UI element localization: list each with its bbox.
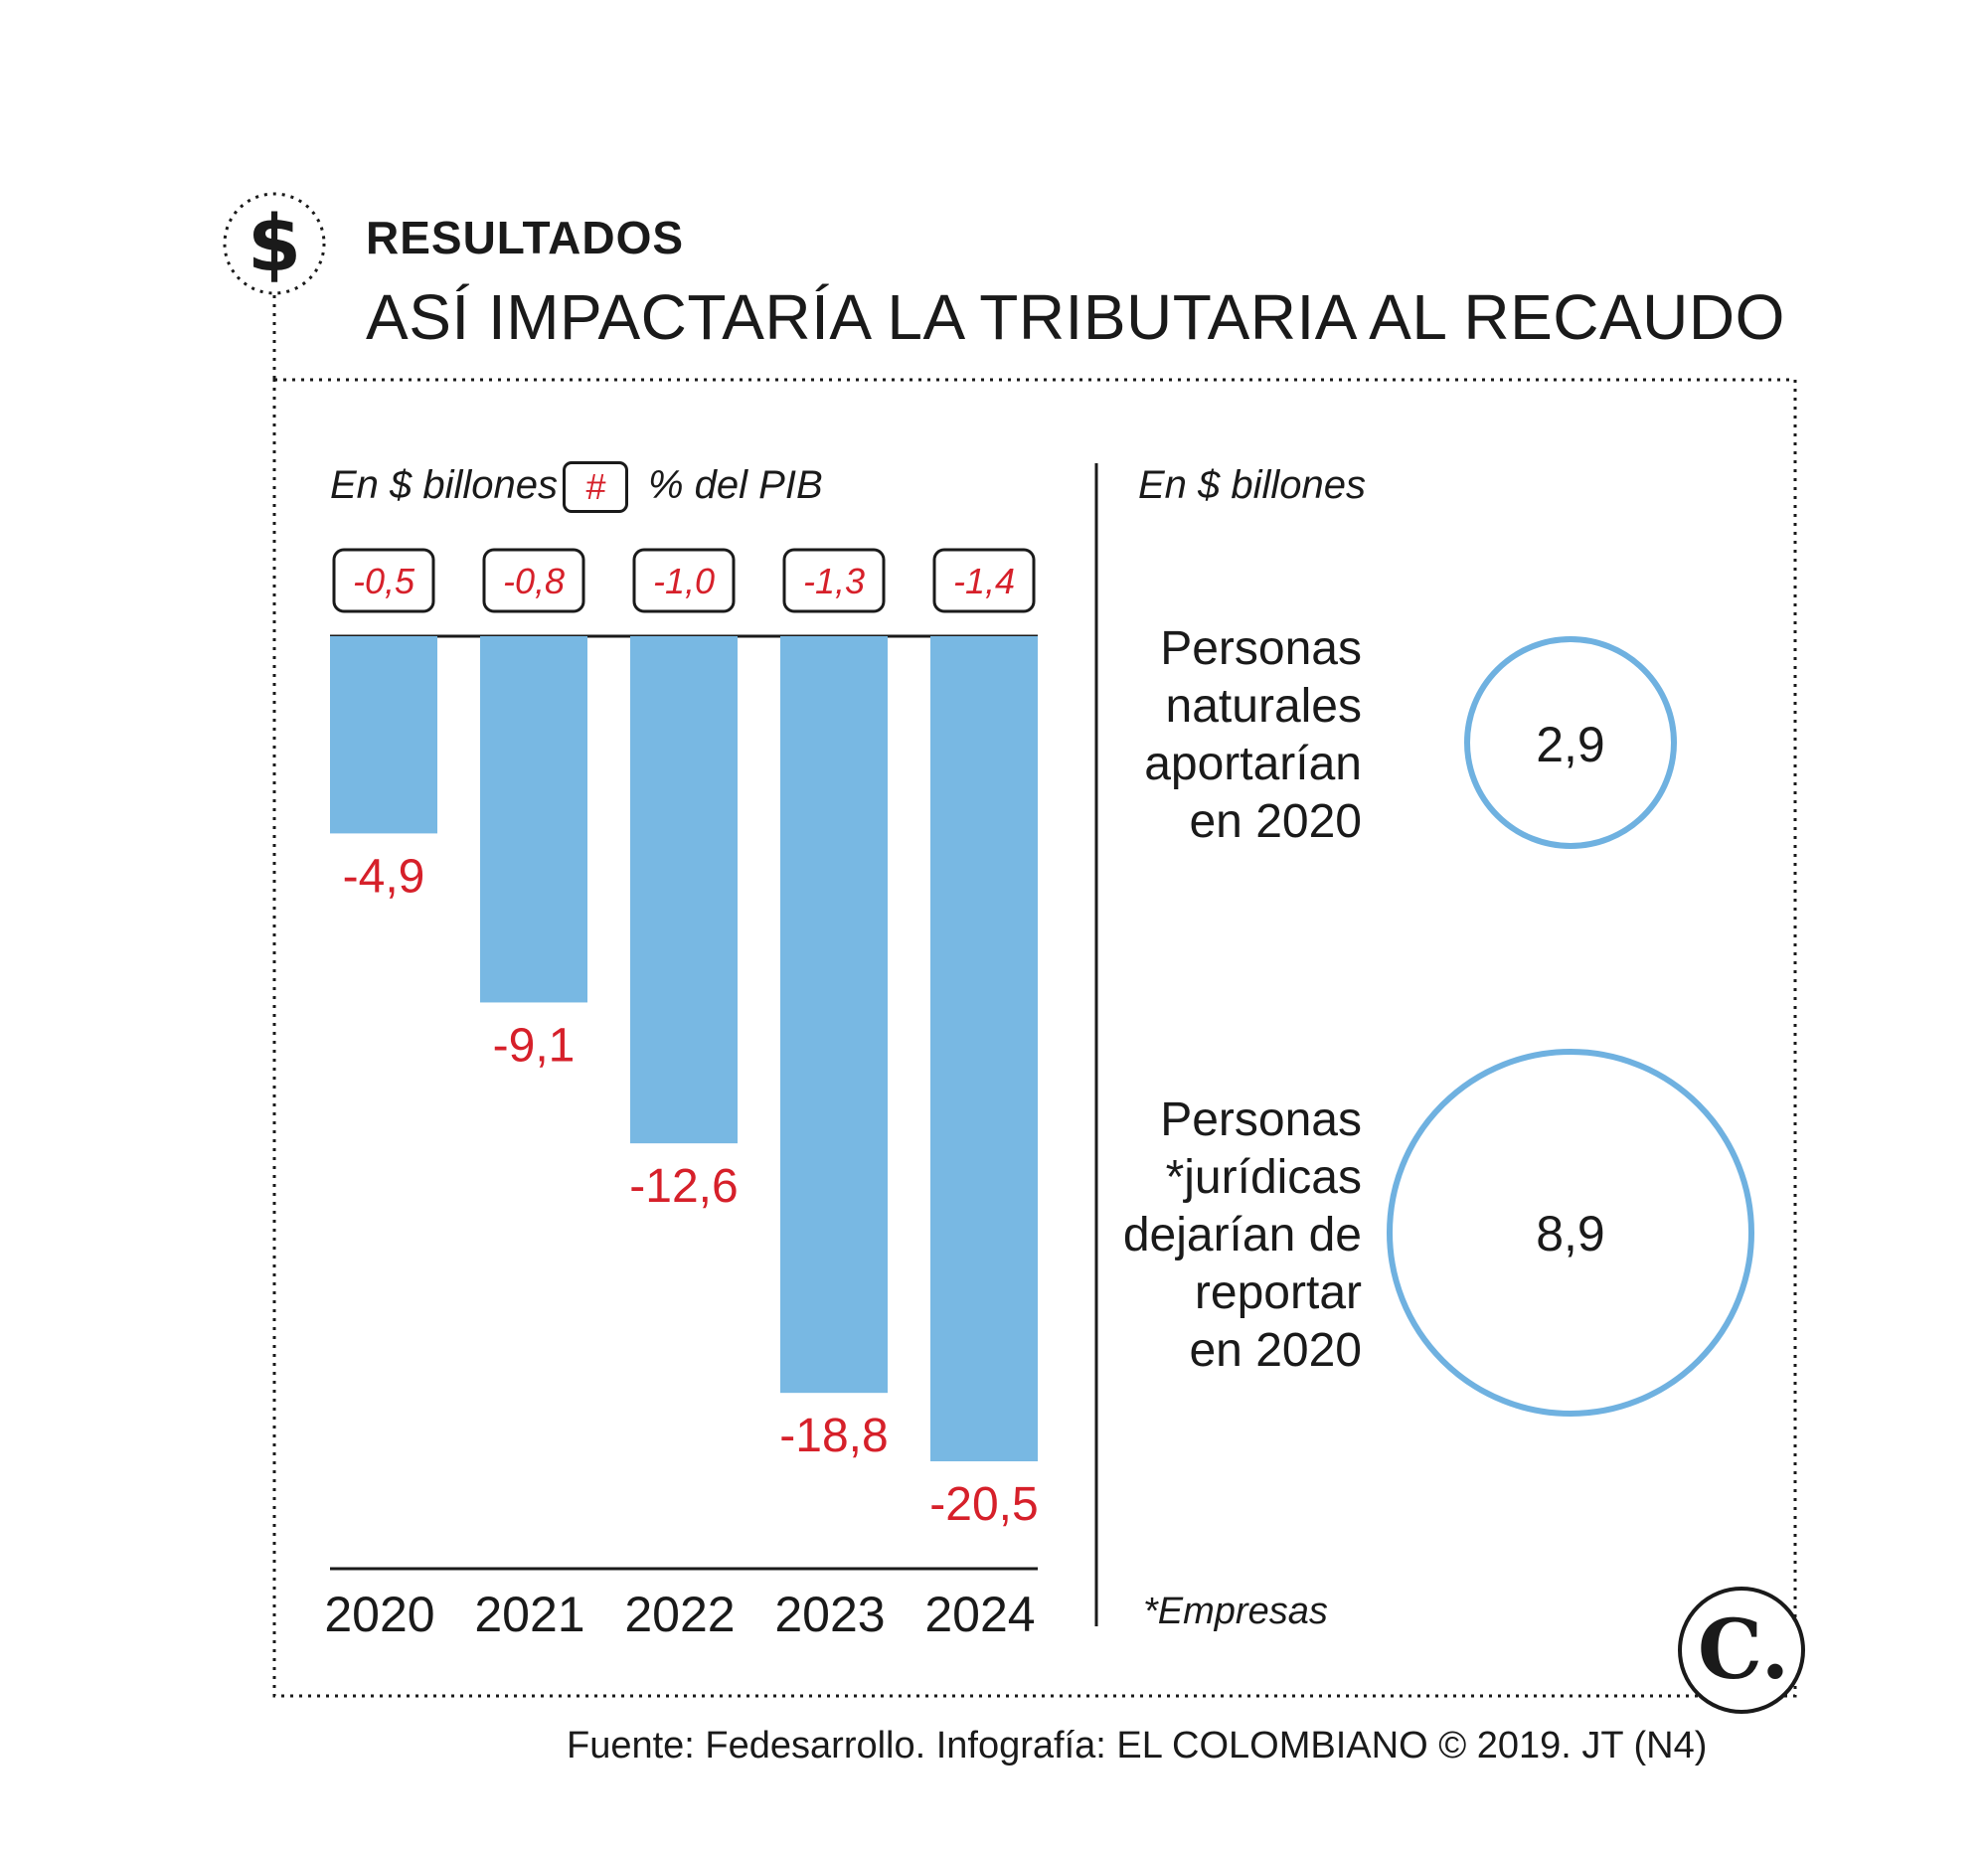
pib-label: -0,5 bbox=[353, 561, 415, 601]
dotted-frame bbox=[272, 378, 1797, 1698]
x-tick-label: 2024 bbox=[924, 1587, 1035, 1642]
source-credit: Fuente: Fedesarrollo. Infografía: EL COL… bbox=[567, 1725, 1708, 1766]
bar-value-label: -18,8 bbox=[779, 1410, 888, 1462]
label-line: *jurídicas bbox=[1165, 1151, 1362, 1204]
label-line: Personas bbox=[1160, 622, 1362, 675]
pib-box bbox=[932, 548, 1036, 613]
bar-value-label: -4,9 bbox=[343, 850, 425, 903]
circles-layer bbox=[1387, 636, 1754, 1417]
page-title: ASÍ IMPACTARÍA LA TRIBUTARIA AL RECAUDO bbox=[366, 281, 1785, 353]
pib-label: -1,3 bbox=[803, 561, 865, 601]
naturales-label: Personas naturales aportarían en 2020 bbox=[1144, 620, 1362, 851]
label-line: Personas bbox=[1160, 1093, 1362, 1146]
dollar-icon-ring bbox=[223, 192, 326, 295]
label-line: aportarían bbox=[1144, 738, 1362, 790]
x-tick-label: 2023 bbox=[774, 1587, 885, 1642]
dollar-icon: $ bbox=[248, 200, 301, 289]
pib-label: -1,4 bbox=[953, 561, 1015, 601]
bar-value-label: -9,1 bbox=[493, 1019, 576, 1072]
x-tick-label: 2022 bbox=[624, 1587, 735, 1642]
logo-ring bbox=[1678, 1587, 1805, 1714]
bar-2021 bbox=[480, 636, 587, 1003]
pib-box bbox=[332, 548, 435, 613]
pib-label: -0,8 bbox=[503, 561, 565, 601]
bar-2020 bbox=[330, 636, 437, 834]
label-line: dejarían de bbox=[1122, 1209, 1362, 1261]
value-circle bbox=[1387, 1049, 1754, 1417]
kicker: RESULTADOS bbox=[366, 212, 685, 263]
left-unit-label: En $ billones bbox=[330, 463, 559, 507]
label-line: en 2020 bbox=[1189, 795, 1362, 848]
label-line: reportar bbox=[1194, 1266, 1362, 1319]
right-unit-label: En $ billones bbox=[1138, 463, 1367, 507]
x-tick-label: 2020 bbox=[324, 1587, 434, 1642]
logo-text: C. bbox=[1698, 1602, 1789, 1698]
legend-pib-swatch: # bbox=[563, 461, 628, 513]
juridicas-value: 8,9 bbox=[1536, 1206, 1605, 1261]
label-line: naturales bbox=[1165, 680, 1362, 733]
value-circle bbox=[1464, 636, 1677, 849]
footnote: *Empresas bbox=[1143, 1591, 1328, 1632]
bars-layer: -4,9 -0,5 2020 -9,1 -0,8 2021 -12,6 -1,0 2022 -18… bbox=[324, 548, 1039, 1642]
legend-pib-text: % del PIB bbox=[648, 463, 823, 507]
label-line: en 2020 bbox=[1189, 1324, 1362, 1377]
bar-2022 bbox=[630, 636, 738, 1144]
bar-value-label: -20,5 bbox=[929, 1478, 1038, 1531]
naturales-value: 2,9 bbox=[1536, 717, 1605, 772]
pib-label: -1,0 bbox=[653, 561, 715, 601]
bar-value-label: -12,6 bbox=[629, 1160, 738, 1213]
bar-2023 bbox=[780, 636, 888, 1394]
juridicas-label: Personas *jurídicas dejarían de reportar… bbox=[1123, 1092, 1362, 1380]
x-tick-label: 2021 bbox=[474, 1587, 584, 1642]
pib-box bbox=[482, 548, 585, 613]
bar-2024 bbox=[930, 636, 1038, 1461]
pib-box bbox=[782, 548, 886, 613]
pib-box bbox=[632, 548, 736, 613]
